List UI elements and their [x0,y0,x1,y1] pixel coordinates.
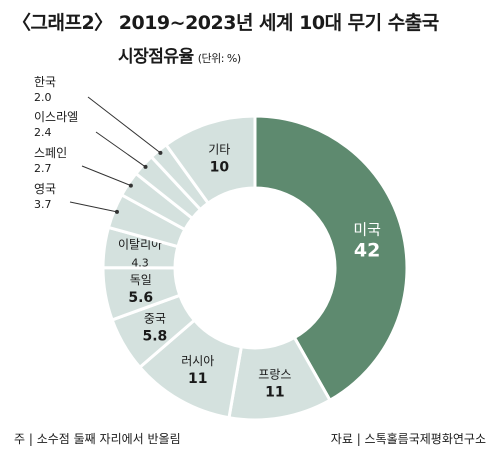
slice-value: 10 [210,160,230,176]
slice-value: 2.7 [34,162,52,175]
footnote: 주 | 소수점 둘째 자리에서 반올림 [14,432,181,446]
leader-dot [128,183,133,188]
slice-value: 5.8 [142,329,167,345]
slice-label: 미국 [353,220,381,238]
slice-label: 러시아 [181,354,214,368]
chart-subtitle: 시장점유율 (단위: %) [118,42,241,67]
slice-value: 11 [265,384,284,400]
slice-value: 42 [354,239,380,261]
slice-label: 독일 [130,273,152,287]
source-note: 자료 | 스톡홀름국제평화연구소 [330,432,486,446]
slice-label: 이탈리아 [118,237,162,251]
leader-line [95,131,146,168]
leader-line [81,165,132,187]
leader-dot [143,164,148,169]
leader-dot [158,150,163,155]
donut-slice-0 [253,114,409,403]
donut-slice-10 [163,114,257,206]
unit-label: (단위: %) [197,52,241,65]
leader-line [69,201,118,213]
slice-label: 중국 [144,312,166,326]
subtitle-text: 시장점유율 [118,47,194,67]
slice-label: 한국 [34,75,56,89]
slice-label: 스페인 [34,146,67,160]
slice-label: 기타 [208,143,230,157]
slice-label: 영국 [34,182,56,196]
slice-label: 이스라엘 [34,110,78,124]
slice-label: 프랑스 [258,367,291,381]
slice-value: 11 [188,371,207,387]
slice-value: 4.3 [131,256,149,269]
slice-value: 2.4 [34,126,52,139]
leader-line [87,96,161,154]
chart-title: 〈그래프2〉 2019~2023년 세계 10대 무기 수출국 [12,12,439,34]
slice-value: 3.7 [34,198,52,211]
leader-dot [114,209,119,214]
slice-value: 2.0 [34,91,52,104]
slice-value: 5.6 [128,290,153,306]
